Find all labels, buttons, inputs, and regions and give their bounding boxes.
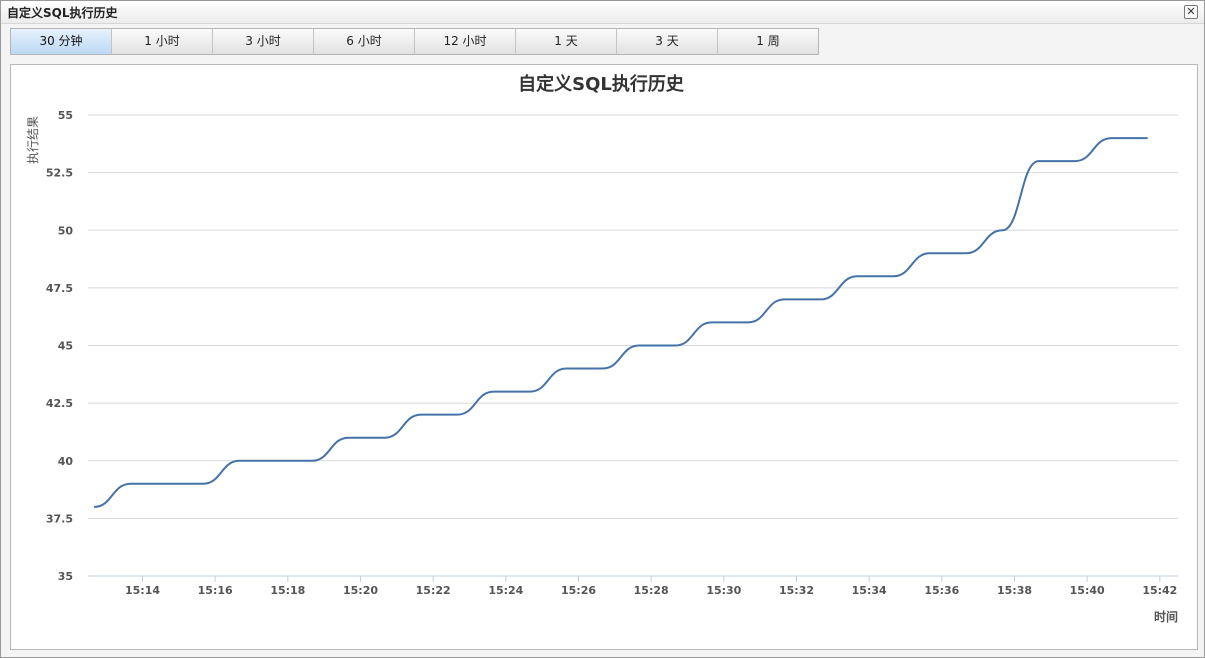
tab-range-2[interactable]: 3 小时 [213, 29, 314, 54]
x-tick-label: 15:40 [1070, 584, 1105, 597]
x-tick-label: 15:18 [270, 584, 305, 597]
x-tick-label: 15:32 [779, 584, 814, 597]
y-tick-label: 40 [58, 455, 74, 468]
chart-title: 自定义SQL执行历史 [518, 73, 685, 95]
tab-range-4[interactable]: 12 小时 [415, 29, 516, 54]
y-axis-label: 执行结果 [26, 116, 40, 164]
x-axis: 15:14 15:16 15:18 15:20 15:22 15:24 15:26 15:28… [88, 575, 1178, 597]
y-tick-label: 47.5 [46, 282, 73, 295]
tab-range-5[interactable]: 1 天 [516, 29, 617, 54]
close-icon[interactable]: ✕ [1184, 5, 1198, 19]
window-title: 自定义SQL执行历史 [7, 6, 118, 20]
window-titlebar[interactable]: 自定义SQL执行历史 ✕ [1, 1, 1204, 24]
chart-panel: 自定义SQL执行历史 35 37.5 40 42.5 45 47.5 50 52.5 55 15… [10, 64, 1198, 650]
x-tick-label: 15:16 [198, 584, 233, 597]
x-tick-label: 15:14 [125, 584, 160, 597]
line-chart: 自定义SQL执行历史 35 37.5 40 42.5 45 47.5 50 52.5 55 15… [26, 73, 1178, 624]
y-tick-label: 55 [58, 109, 73, 122]
x-tick-label: 15:26 [561, 584, 596, 597]
x-tick-label: 15:30 [706, 584, 741, 597]
x-tick-label: 15:22 [416, 584, 451, 597]
x-tick-label: 15:20 [343, 584, 378, 597]
x-tick-label: 15:38 [997, 584, 1032, 597]
x-tick-label: 15:28 [634, 584, 669, 597]
tab-range-7[interactable]: 1 周 [718, 29, 818, 54]
y-tick-label: 42.5 [46, 397, 73, 410]
y-tick-label: 37.5 [46, 512, 73, 525]
y-tick-label: 45 [58, 340, 73, 353]
x-tick-label: 15:34 [852, 584, 887, 597]
series-line [93, 137, 1148, 508]
x-tick-label: 15:24 [488, 584, 523, 597]
x-tick-label: 15:36 [924, 584, 959, 597]
grid-lines [88, 114, 1178, 519]
tab-range-3[interactable]: 6 小时 [314, 29, 415, 54]
tab-range-0[interactable]: 30 分钟 [11, 29, 112, 54]
y-axis-ticks: 35 37.5 40 42.5 45 47.5 50 52.5 55 [46, 109, 73, 583]
x-axis-label: 时间 [1154, 609, 1178, 624]
tab-range-1[interactable]: 1 小时 [112, 29, 213, 54]
series-group [93, 137, 1148, 508]
y-tick-label: 35 [58, 570, 73, 583]
y-tick-label: 52.5 [46, 167, 73, 180]
x-tick-label: 15:42 [1142, 584, 1177, 597]
y-tick-label: 50 [58, 224, 74, 237]
tab-range-6[interactable]: 3 天 [617, 29, 718, 54]
